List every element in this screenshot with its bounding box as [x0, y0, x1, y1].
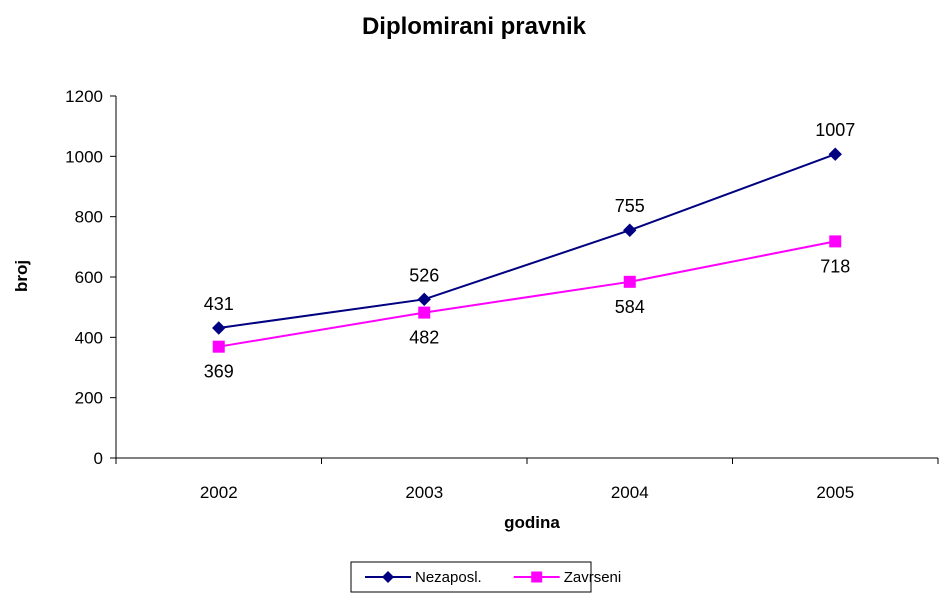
diamond-marker — [212, 321, 226, 335]
legend-label: Zavrseni — [564, 569, 622, 586]
legend-label: Nezaposl. — [415, 569, 482, 586]
x-tick-label: 2004 — [611, 483, 649, 502]
series-line — [218, 153, 836, 329]
y-tick-label: 0 — [94, 449, 103, 468]
series-nezaposl: 431 526 755 1007 — [204, 120, 855, 335]
series-line — [218, 240, 836, 348]
y-ticks: 0 200 400 600 800 1000 1200 — [65, 87, 116, 468]
y-tick-label: 200 — [75, 389, 103, 408]
data-label: 526 — [409, 265, 439, 285]
data-label: 482 — [409, 328, 439, 348]
data-label: 584 — [615, 297, 645, 317]
diamond-marker — [417, 292, 431, 307]
y-tick-label: 400 — [75, 328, 103, 347]
y-tick-label: 600 — [75, 268, 103, 287]
series-zavrseni: 369 482 584 718 — [204, 235, 850, 382]
legend-diamond-marker — [382, 571, 394, 583]
axes — [115, 96, 938, 459]
legend-square-marker — [531, 571, 543, 583]
diamond-marker — [623, 223, 637, 237]
diamond-marker — [828, 147, 842, 161]
y-tick-label: 1000 — [65, 147, 103, 166]
y-tick-label: 800 — [75, 208, 103, 227]
data-label: 431 — [204, 294, 234, 314]
legend: Nezaposl. Zavrseni — [350, 561, 622, 593]
y-tick-label: 1200 — [65, 87, 103, 106]
data-label: 755 — [615, 196, 645, 216]
series-layer: 431 526 755 1007 369 482 584 718 — [204, 120, 856, 381]
square-marker — [418, 306, 431, 319]
square-marker — [829, 235, 842, 248]
x-tick-label: 2003 — [405, 483, 443, 502]
square-marker — [623, 275, 636, 288]
x-axis-label: godina — [504, 513, 560, 532]
chart-title: Diplomirani pravnik — [362, 13, 587, 40]
x-ticks: 2002 2003 2004 2005 — [115, 458, 939, 502]
legend-item: Zavrseni — [513, 569, 622, 586]
x-tick-label: 2005 — [816, 483, 854, 502]
legend-item: Nezaposl. — [365, 569, 482, 586]
x-tick-label: 2002 — [200, 483, 238, 502]
y-axis-label: broj — [12, 260, 31, 292]
data-label: 369 — [204, 362, 234, 382]
data-label: 718 — [820, 256, 850, 276]
data-label: 1007 — [815, 120, 855, 140]
square-marker — [212, 340, 225, 353]
